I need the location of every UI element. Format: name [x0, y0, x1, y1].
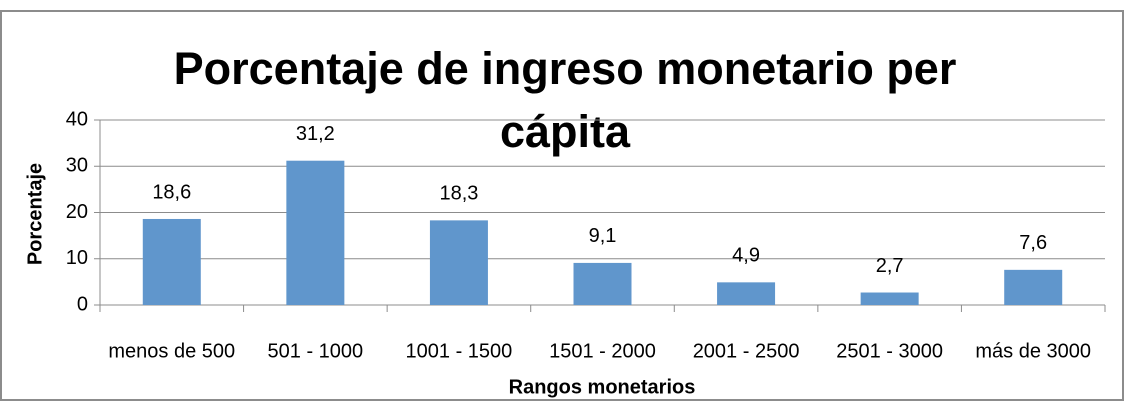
y-axis-title: Porcentaje — [24, 163, 46, 265]
y-tick-label: 20 — [66, 201, 88, 223]
title-line: Porcentaje de ingreso monetario per — [174, 43, 957, 94]
data-label: 4,9 — [732, 245, 760, 267]
x-axis-title: Rangos monetarios — [509, 376, 696, 398]
x-tick-label: menos de 500 — [108, 340, 235, 362]
data-label: 18,3 — [439, 183, 478, 205]
x-tick-label: más de 3000 — [975, 340, 1091, 362]
data-label: 7,6 — [1019, 232, 1047, 254]
bar — [1004, 269, 1063, 305]
title-line: cápita — [500, 106, 631, 157]
data-label: 31,2 — [296, 123, 335, 145]
data-label: 18,6 — [152, 181, 191, 203]
chart-frame — [0, 10, 1124, 401]
y-tick-label: 0 — [77, 293, 88, 315]
bar — [717, 282, 776, 305]
data-label: 9,1 — [589, 225, 617, 247]
x-tick-label: 2001 - 2500 — [693, 340, 800, 362]
y-tick-label: 10 — [66, 247, 88, 269]
bar — [142, 218, 201, 305]
x-tick-label: 501 - 1000 — [268, 340, 364, 362]
chart-title: Porcentaje de ingreso monetario per cápit… — [174, 43, 957, 157]
x-tick-label: 1501 - 2000 — [549, 340, 656, 362]
bar — [429, 220, 488, 305]
bar — [573, 262, 632, 305]
x-tick-label: 1001 - 1500 — [406, 340, 513, 362]
data-label: 2,7 — [876, 255, 904, 277]
y-tick-label: 40 — [66, 108, 88, 130]
x-tick-label: 2501 - 3000 — [836, 340, 943, 362]
bar — [286, 160, 345, 305]
y-tick-label: 30 — [66, 155, 88, 177]
bar — [860, 292, 919, 305]
